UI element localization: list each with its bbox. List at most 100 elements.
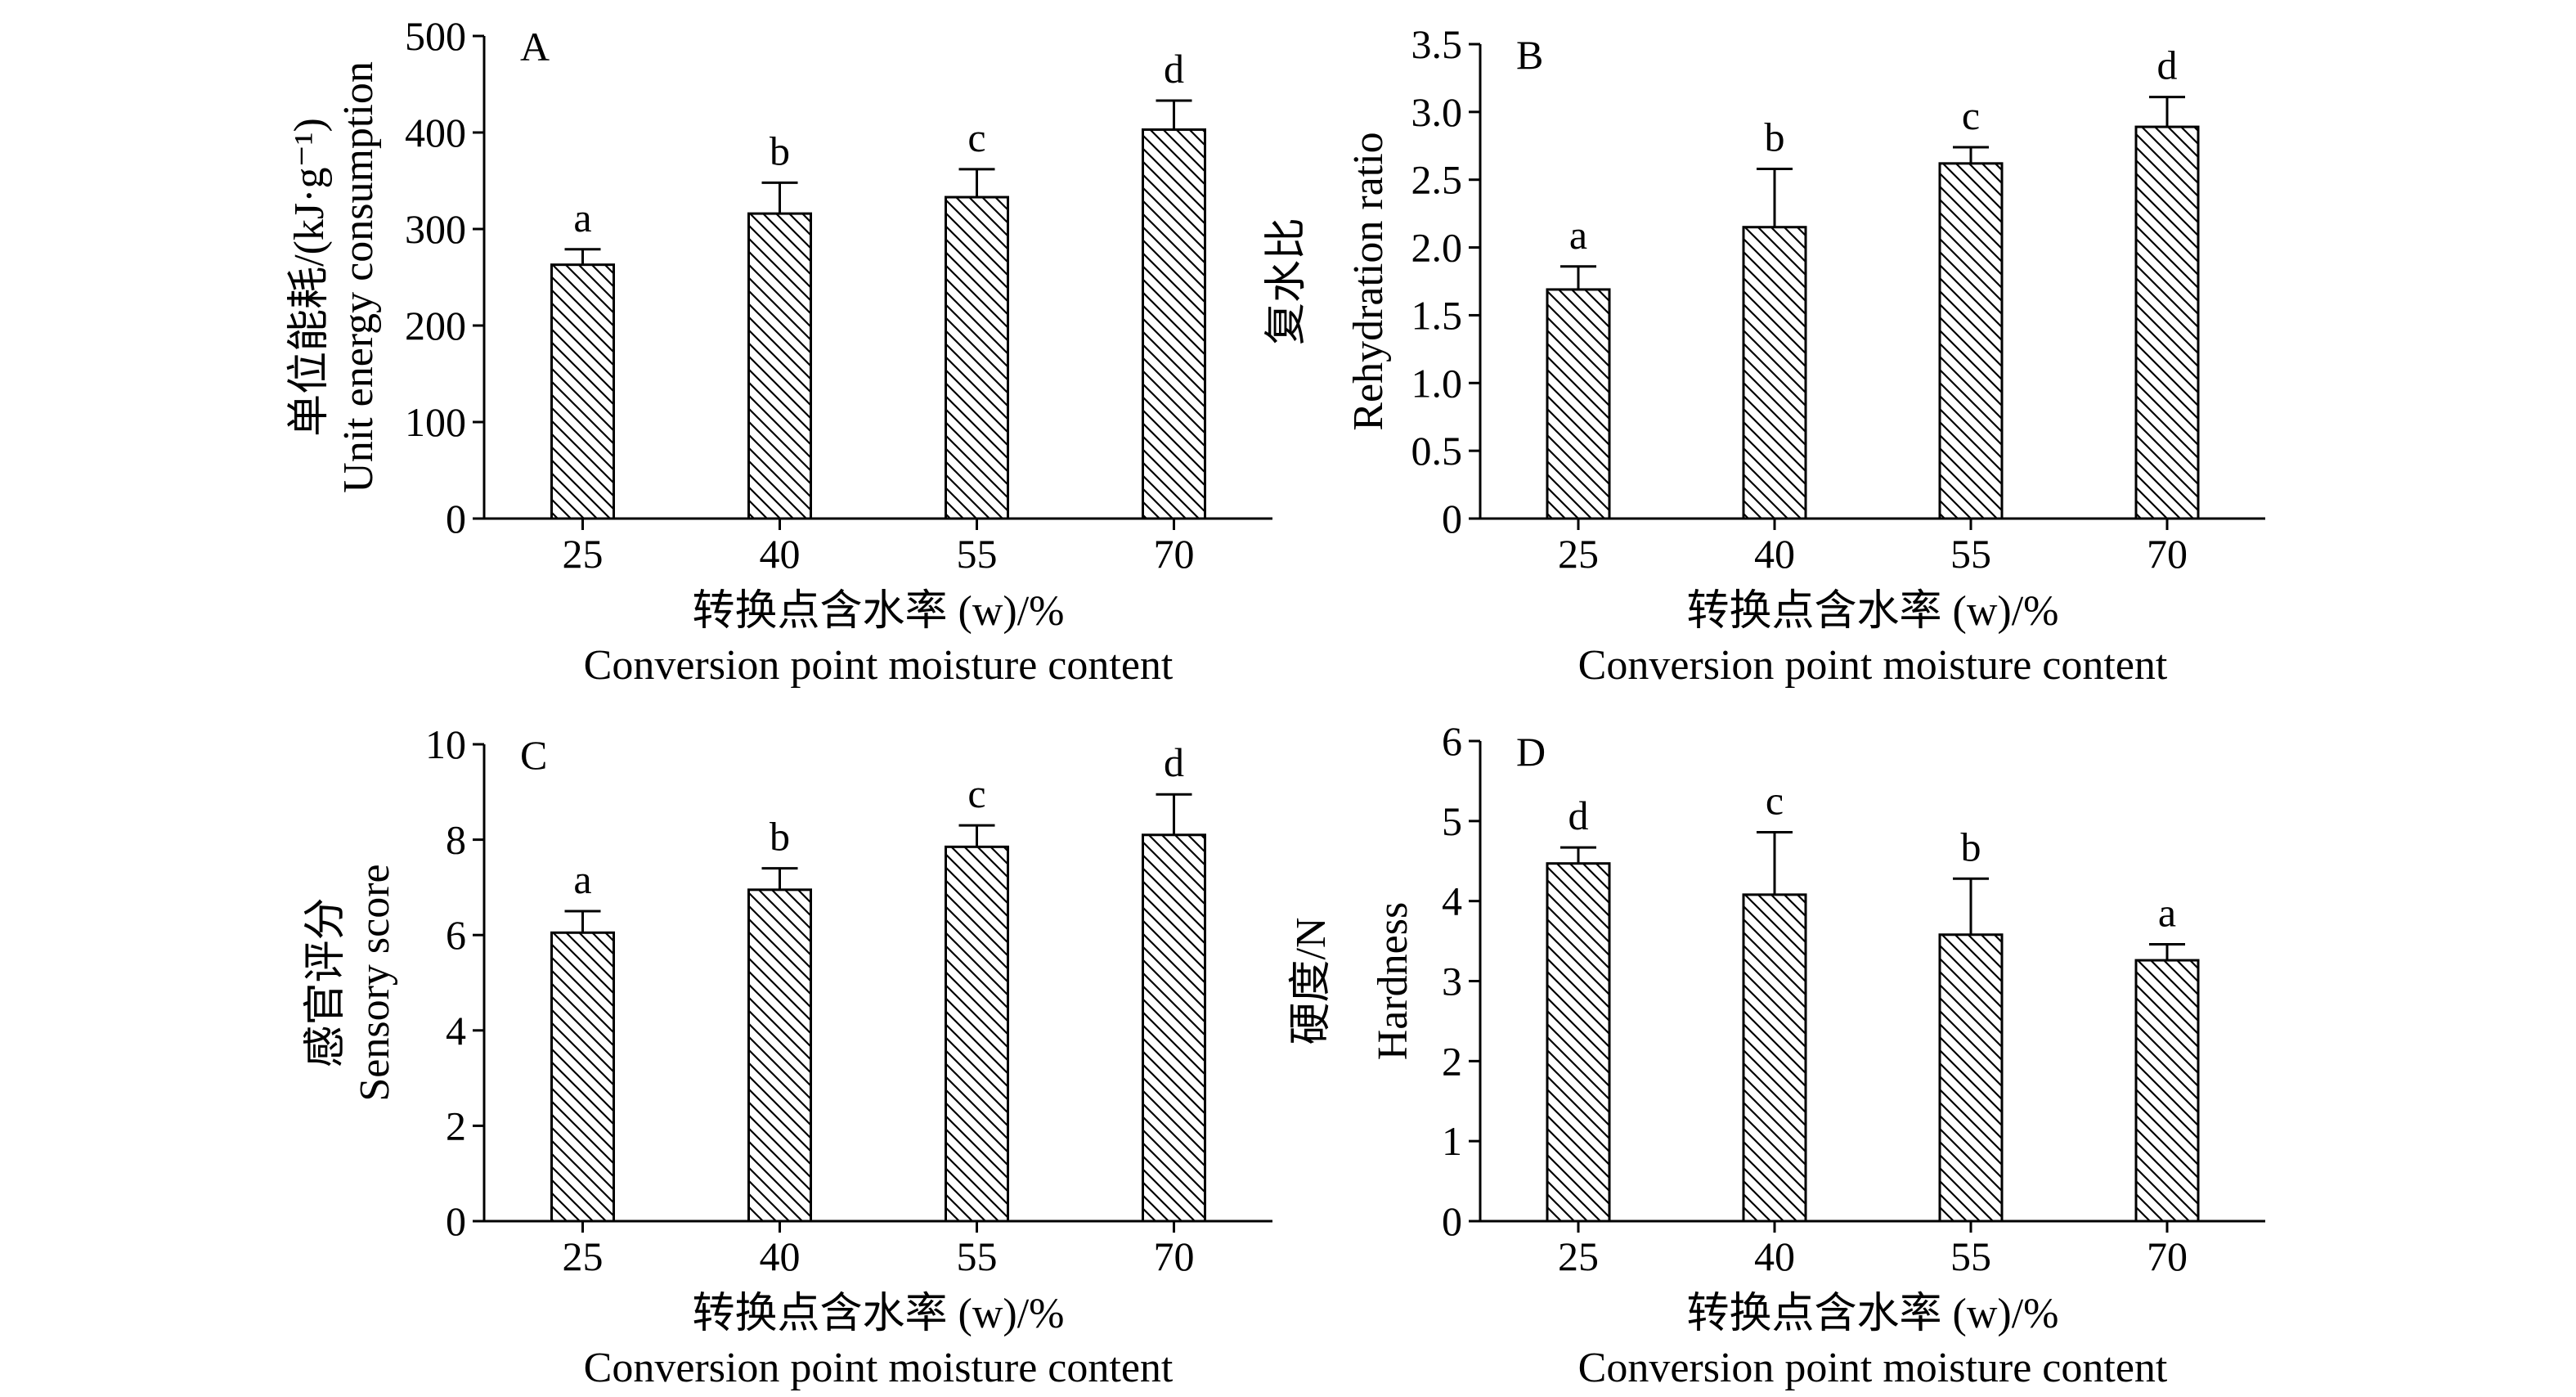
x-axis-title-cn: 转换点含水率 (w)/%: [693, 1291, 1065, 1337]
significance-label: b: [1765, 114, 1785, 159]
y-tick-label: 300: [405, 206, 466, 252]
y-tick-label: 2.0: [1411, 225, 1463, 271]
bar: [1742, 893, 1807, 1223]
x-tick-label: 25: [1558, 1233, 1599, 1279]
significance-label: a: [1569, 212, 1587, 258]
significance-label: c: [967, 115, 985, 160]
bar: [550, 263, 615, 520]
x-tick-label: 55: [957, 531, 998, 577]
bar: [1742, 226, 1807, 520]
y-tick-label: 0.5: [1411, 428, 1463, 474]
bar: [1142, 833, 1206, 1223]
y-tick-label: 500: [405, 13, 466, 59]
y-tick-label: 4: [1442, 878, 1462, 924]
y-axis-title-en: Unit energy consumption: [335, 61, 382, 493]
significance-label: c: [1766, 778, 1784, 824]
y-tick-label: 2: [1442, 1038, 1462, 1084]
significance-label: b: [1961, 824, 1981, 869]
panel-label: D: [1516, 729, 1546, 775]
significance-label: d: [1568, 793, 1589, 838]
y-axis-title-en: Hardness: [1370, 902, 1416, 1061]
y-tick-label: 200: [405, 303, 466, 348]
x-axis-title-en: Conversion point moisture content: [584, 642, 1174, 689]
y-axis-title-en: Sensory score: [352, 864, 398, 1101]
x-tick-label: 70: [1154, 531, 1195, 577]
y-tick-label: 0: [446, 1198, 466, 1244]
x-tick-label: 70: [2147, 1233, 2188, 1279]
bar: [1938, 162, 2004, 520]
bar: [2134, 959, 2200, 1223]
panel-c: 0 2 4 6 8 10 Ca 25 b 40 c 55 d 70 转换点含水率 (w)/% Conversi…: [303, 721, 1272, 1391]
y-axis-title-cn: 单位能耗/(kJ·g⁻¹): [286, 118, 333, 437]
y-tick-label: 6: [446, 912, 466, 958]
bar: [1142, 128, 1206, 520]
significance-label: d: [2157, 43, 2178, 88]
significance-label: d: [1164, 46, 1184, 92]
x-tick-label: 40: [760, 531, 801, 577]
x-tick-label: 25: [563, 531, 604, 577]
y-tick-label: 1.0: [1411, 360, 1463, 406]
y-tick-label: 1: [1442, 1118, 1462, 1164]
x-tick-label: 25: [563, 1233, 604, 1279]
bar: [747, 212, 812, 520]
x-tick-label: 40: [760, 1233, 801, 1279]
significance-label: c: [967, 770, 985, 816]
y-tick-label: 0: [1442, 1198, 1462, 1244]
bar: [1546, 862, 1611, 1223]
x-axis-title-en: Conversion point moisture content: [584, 1345, 1174, 1391]
x-tick-label: 40: [1754, 531, 1795, 577]
x-tick-label: 55: [1950, 1233, 1991, 1279]
y-tick-label: 0: [446, 496, 466, 541]
y-tick-label: 10: [425, 721, 466, 767]
y-tick-label: 1.5: [1411, 292, 1463, 338]
x-tick-label: 70: [2147, 531, 2188, 577]
y-tick-label: 400: [405, 110, 466, 155]
significance-label: c: [1962, 92, 1980, 138]
y-tick-label: 100: [405, 399, 466, 445]
significance-label: a: [573, 195, 591, 240]
significance-label: b: [770, 814, 790, 860]
x-axis-title-cn: 转换点含水率 (w)/%: [1687, 588, 2059, 635]
y-tick-label: 4: [446, 1008, 466, 1053]
y-axis-title-cn: 复水比: [1263, 218, 1310, 345]
y-tick-label: 3.0: [1411, 89, 1463, 135]
bar: [747, 888, 812, 1223]
x-tick-label: 55: [1950, 531, 1991, 577]
panel-d: 0 1 2 3 4 5 6 Dd 25 c 40 b 55 a 70 转换点含水率 (w)/% Conversi…: [1288, 718, 2265, 1391]
x-tick-label: 40: [1754, 1233, 1795, 1279]
x-axis-title-en: Conversion point moisture content: [1578, 1345, 2168, 1391]
bar: [2134, 125, 2200, 520]
panel-label: A: [520, 24, 550, 70]
y-axis-title-cn: 硬度/N: [1288, 917, 1335, 1044]
y-tick-label: 2.5: [1411, 157, 1463, 203]
y-axis-title-en: Rehydration ratio: [1345, 132, 1392, 430]
x-axis-title-cn: 转换点含水率 (w)/%: [693, 588, 1065, 635]
y-tick-label: 6: [1442, 718, 1462, 764]
y-tick-label: 0: [1442, 496, 1462, 541]
bar: [945, 845, 1009, 1223]
y-tick-label: 5: [1442, 798, 1462, 844]
x-tick-label: 25: [1558, 531, 1599, 577]
panel-label: B: [1516, 32, 1543, 78]
significance-label: a: [573, 856, 591, 902]
x-axis-title-en: Conversion point moisture content: [1578, 642, 2168, 689]
panel-label: C: [520, 732, 547, 778]
x-tick-label: 70: [1154, 1233, 1195, 1279]
panel-a: 0 100 200 300 400 500 Aa 25 b 40 c 55 d 70 转换点含水率 (w)/…: [286, 13, 1272, 689]
y-tick-label: 2: [446, 1103, 466, 1148]
significance-label: b: [770, 128, 790, 173]
x-axis-title-cn: 转换点含水率 (w)/%: [1687, 1291, 2059, 1337]
bar: [1546, 288, 1611, 520]
bar: [945, 195, 1009, 520]
y-axis-title-cn: 感官评分: [303, 897, 349, 1067]
y-tick-label: 3.5: [1411, 21, 1463, 67]
y-tick-label: 3: [1442, 959, 1462, 1004]
x-tick-label: 55: [957, 1233, 998, 1279]
panel-b: 0 0.5 1.0 1.5 2.0 2.5 3.0 3.5 Ba 25 b 40 c 55 d 70 转换点含水…: [1263, 21, 2265, 689]
significance-label: d: [1164, 739, 1184, 785]
bar: [1938, 933, 2004, 1223]
bar: [550, 931, 615, 1223]
significance-label: a: [2158, 889, 2176, 935]
y-tick-label: 8: [446, 817, 466, 863]
